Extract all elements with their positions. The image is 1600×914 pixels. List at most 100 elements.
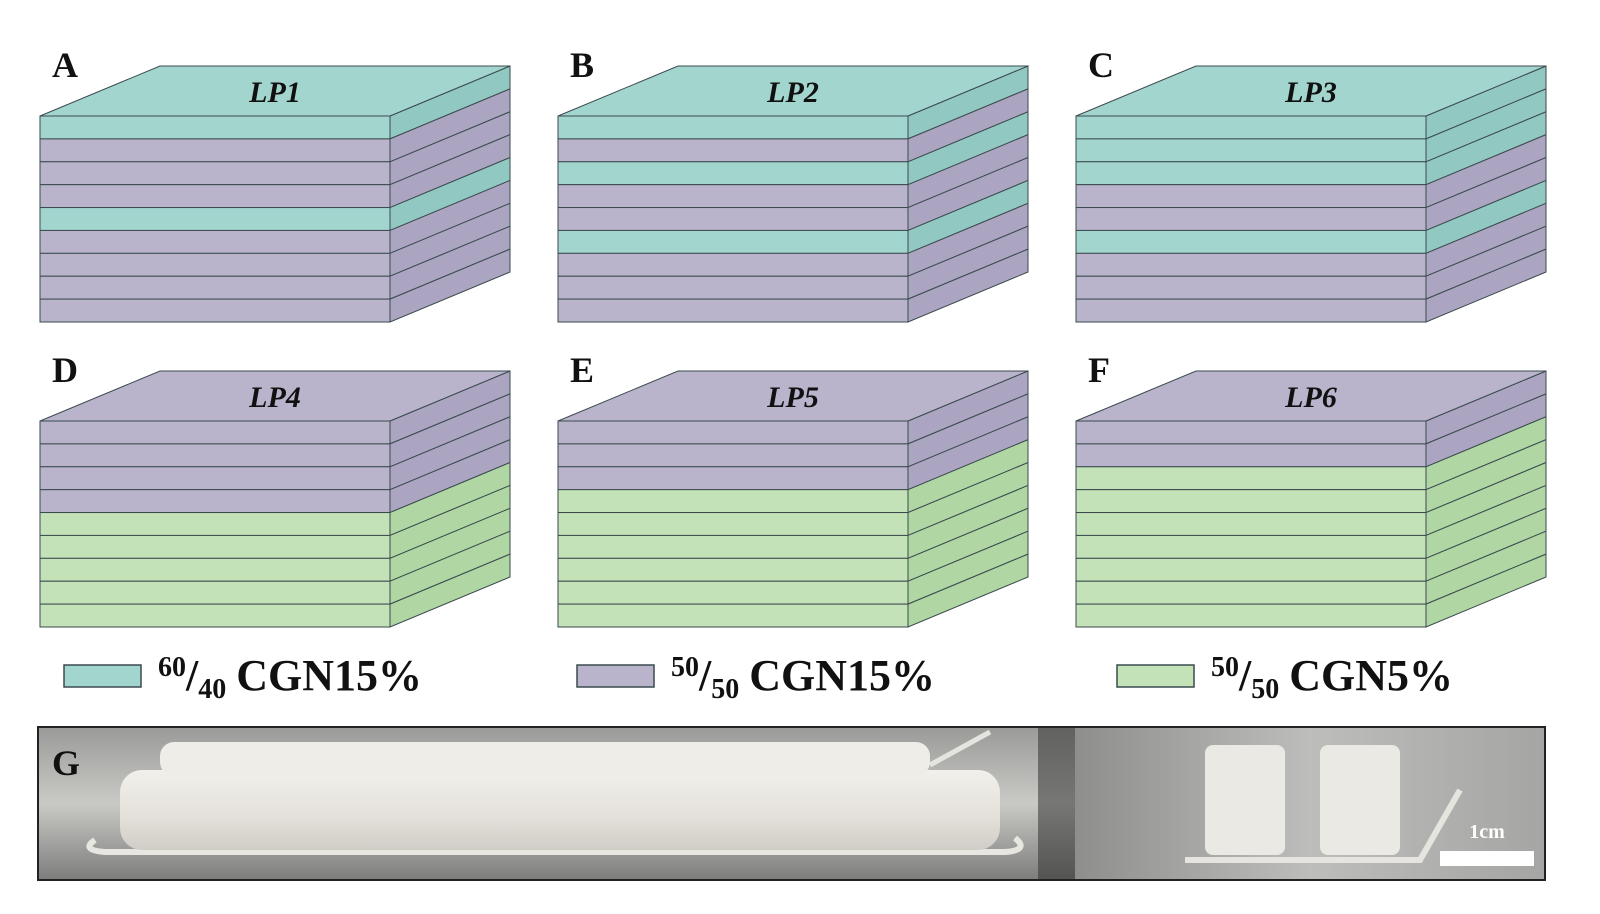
layer-side bbox=[1425, 553, 1547, 628]
layer-top bbox=[557, 65, 1029, 117]
panel-letter: B bbox=[570, 45, 594, 85]
block-label: LP2 bbox=[766, 76, 819, 109]
panel-letter: C bbox=[1088, 45, 1114, 85]
block-label: LP1 bbox=[248, 76, 301, 109]
layer-front bbox=[1075, 275, 1427, 300]
legend-sup: 60 bbox=[158, 652, 186, 683]
layer-top bbox=[1075, 65, 1547, 117]
layer-side bbox=[907, 248, 1029, 323]
legend-text: CGN15% bbox=[236, 651, 422, 700]
photo: G 1cm bbox=[37, 726, 1546, 881]
legend-sup: 50 bbox=[1211, 652, 1239, 683]
layer-front bbox=[1075, 420, 1427, 445]
layer-front bbox=[557, 466, 909, 491]
layer-top bbox=[1075, 370, 1547, 422]
block: LP3 C bbox=[1075, 45, 1547, 323]
layer-front bbox=[1075, 252, 1427, 277]
layer-front bbox=[1075, 298, 1427, 323]
bar bbox=[1320, 745, 1400, 855]
block-label: LP4 bbox=[248, 381, 301, 414]
layer-front bbox=[1075, 138, 1427, 163]
sample bbox=[120, 770, 1000, 850]
layer-front bbox=[557, 557, 909, 582]
layer-top bbox=[39, 65, 511, 117]
layer-front bbox=[1075, 512, 1427, 536]
legend-swatch bbox=[576, 664, 655, 688]
legend-sub: 40 bbox=[198, 674, 226, 705]
layer-front bbox=[39, 184, 391, 209]
block-label: LP3 bbox=[1284, 76, 1337, 109]
filament bbox=[1185, 788, 1463, 863]
layer-front bbox=[1075, 161, 1427, 186]
layer-front bbox=[557, 534, 909, 559]
legend: 60/40 CGN15% 50/50 CGN15% 50/50 CGN5% bbox=[63, 651, 1453, 705]
layer-front bbox=[39, 557, 391, 582]
legend-label: 50/50 CGN15% bbox=[671, 651, 935, 705]
layer-front bbox=[557, 138, 909, 163]
layer-front bbox=[39, 229, 391, 254]
layer-front bbox=[1075, 229, 1427, 254]
layer-front bbox=[39, 138, 391, 163]
legend-swatch bbox=[63, 664, 142, 688]
layer-front bbox=[557, 298, 909, 323]
layer-front bbox=[557, 229, 909, 254]
block: LP4 D bbox=[39, 350, 511, 628]
layer-front bbox=[557, 184, 909, 209]
layer-top bbox=[39, 370, 511, 422]
layer-front bbox=[39, 443, 391, 468]
layer-front bbox=[1075, 534, 1427, 559]
layer-front bbox=[1075, 115, 1427, 140]
layer-side bbox=[389, 248, 511, 323]
legend-slash: / bbox=[698, 651, 712, 700]
layer-side bbox=[389, 553, 511, 628]
layer-front bbox=[39, 207, 391, 231]
layer-front bbox=[39, 512, 391, 536]
layer-front bbox=[557, 161, 909, 186]
layer-front bbox=[557, 443, 909, 468]
layer-front bbox=[39, 420, 391, 445]
layer-front bbox=[1075, 184, 1427, 209]
legend-sub: 50 bbox=[1251, 674, 1279, 705]
bar bbox=[1205, 745, 1285, 855]
block: LP5 E bbox=[557, 350, 1029, 628]
layer-front bbox=[39, 275, 391, 300]
legend-slash: / bbox=[185, 651, 199, 700]
layer-front bbox=[39, 115, 391, 140]
block-label: LP5 bbox=[766, 381, 819, 414]
block: LP2 B bbox=[557, 45, 1029, 323]
legend-text: CGN5% bbox=[1289, 651, 1453, 700]
filament bbox=[928, 729, 992, 768]
legend-sup: 50 bbox=[671, 652, 699, 683]
legend-swatch bbox=[1116, 664, 1195, 688]
layer-front bbox=[39, 489, 391, 514]
scale-label: 1cm bbox=[1469, 821, 1505, 843]
layer-front bbox=[557, 207, 909, 231]
layer-top bbox=[557, 370, 1029, 422]
layer-front bbox=[39, 580, 391, 605]
layer-side bbox=[1425, 248, 1547, 323]
layer-front bbox=[39, 534, 391, 559]
sample-top bbox=[160, 742, 930, 776]
scale-bar bbox=[1440, 851, 1534, 866]
legend-label: 60/40 CGN15% bbox=[158, 651, 422, 705]
divider bbox=[1038, 727, 1075, 880]
layer-front bbox=[1075, 443, 1427, 468]
layer-front bbox=[557, 603, 909, 628]
legend-slash: / bbox=[1238, 651, 1252, 700]
layer-front bbox=[1075, 466, 1427, 491]
block: LP6 F bbox=[1075, 350, 1547, 628]
layer-front bbox=[557, 252, 909, 277]
layer-front bbox=[39, 298, 391, 323]
block-label: LP6 bbox=[1284, 381, 1337, 414]
layer-side bbox=[907, 553, 1029, 628]
layer-front bbox=[557, 275, 909, 300]
layer-front bbox=[557, 420, 909, 445]
panel-letter: A bbox=[52, 45, 78, 85]
layer-front bbox=[39, 252, 391, 277]
legend-sub: 50 bbox=[711, 674, 739, 705]
layer-front bbox=[1075, 207, 1427, 231]
layer-front bbox=[39, 466, 391, 491]
layer-front bbox=[557, 489, 909, 514]
legend-text: CGN15% bbox=[749, 651, 935, 700]
